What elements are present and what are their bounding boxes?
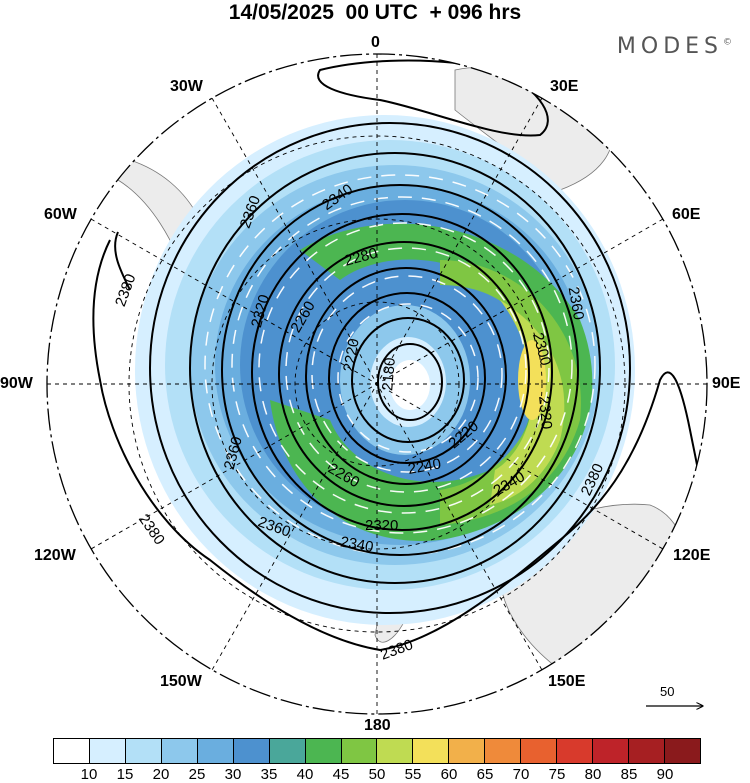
colorbar-tick-label: 50 bbox=[368, 766, 386, 783]
colorbar-cell bbox=[54, 739, 90, 763]
wind-vectors bbox=[204, 174, 596, 556]
colorbar-cell bbox=[557, 739, 594, 763]
contour-2340 bbox=[189, 152, 601, 584]
colorbar-tick-labels: 10 15 20 25 30 35 40 45 50 55 60 65 70 75 80 85 90 bbox=[53, 766, 701, 783]
colorbar-cell bbox=[89, 739, 126, 763]
colorbar-cell bbox=[125, 739, 162, 763]
map-title: 14/05/2025 00 UTC + 096 hrs bbox=[228, 1, 522, 24]
colorbar-cell bbox=[521, 739, 558, 763]
lon-label-0: 0 bbox=[371, 34, 380, 51]
colorbar-tick-label: 20 bbox=[152, 766, 170, 783]
colorbar-cell bbox=[269, 739, 306, 763]
contour-2220 bbox=[351, 317, 465, 443]
height-contours bbox=[92, 59, 706, 652]
brand-text: MODES bbox=[616, 34, 723, 59]
contour-2260 bbox=[305, 267, 507, 485]
colorbar-cell bbox=[197, 739, 234, 763]
contour-2280 bbox=[278, 241, 530, 507]
vector-reference-label: 50 bbox=[660, 684, 675, 699]
colorbar-tick-label: 75 bbox=[548, 766, 566, 783]
colorbar-cell bbox=[161, 739, 198, 763]
colorbar-tick-label: 70 bbox=[512, 766, 530, 783]
colorbar-tick-label: 30 bbox=[224, 766, 242, 783]
modes-logo: MODES© bbox=[617, 34, 732, 59]
contour-2300 bbox=[251, 213, 553, 531]
graticule bbox=[47, 54, 707, 714]
colorbar-tick-label: 45 bbox=[332, 766, 350, 783]
map-boundary bbox=[46, 53, 708, 715]
colorbar-tick-label: 15 bbox=[116, 766, 134, 783]
lon-label-30e: 30E bbox=[550, 78, 579, 95]
contour-label: 2320 bbox=[535, 395, 555, 430]
colorbar-cell bbox=[629, 739, 665, 763]
colorbar-cell bbox=[377, 739, 414, 763]
lon-label-120e: 120E bbox=[673, 547, 711, 564]
contour-2380 bbox=[92, 59, 706, 652]
colorbar-tick-label: 80 bbox=[584, 766, 602, 783]
lon-label-60e: 60E bbox=[672, 206, 701, 223]
lon-label-180: 180 bbox=[364, 717, 391, 734]
polar-map: 2380 2360 2340 2280 2320 2260 2300 2360 … bbox=[46, 53, 708, 715]
map-field: 2380 2360 2340 2280 2320 2260 2300 2360 … bbox=[47, 54, 707, 714]
contour-label: 2320 bbox=[365, 517, 398, 534]
lon-label-60w: 60W bbox=[44, 206, 77, 223]
colorbar-cell bbox=[485, 739, 522, 763]
colorbar-tick-label: 25 bbox=[188, 766, 206, 783]
colorbar-cell bbox=[305, 739, 342, 763]
contour-label: 2340 bbox=[339, 533, 375, 556]
lon-label-90w: 90W bbox=[0, 375, 33, 392]
lon-label-90e: 90E bbox=[712, 375, 741, 392]
contour-2320 bbox=[221, 184, 579, 556]
colorbar-cell bbox=[413, 739, 450, 763]
contour-label: 2380 bbox=[112, 272, 139, 309]
colorbar-tick-label: 60 bbox=[440, 766, 458, 783]
copyright-mark: © bbox=[723, 37, 732, 48]
colorbar-tick-label: 35 bbox=[260, 766, 278, 783]
contour-label: 2220 bbox=[340, 337, 363, 373]
lon-label-120w: 120W bbox=[34, 547, 76, 564]
lon-label-30w: 30W bbox=[170, 78, 203, 95]
colorbar-tick-label: 10 bbox=[80, 766, 98, 783]
contour-2360 bbox=[149, 122, 631, 614]
colorbar-cell bbox=[341, 739, 378, 763]
colorbar-tick-label: 65 bbox=[476, 766, 494, 783]
colorbar-cell bbox=[233, 739, 270, 763]
colorbar-cell bbox=[664, 739, 700, 763]
wind-speed-colorbar bbox=[53, 738, 701, 764]
colorbar-cell bbox=[449, 739, 486, 763]
colorbar-tick-label: 85 bbox=[620, 766, 638, 783]
colorbar-tick-label: 55 bbox=[404, 766, 422, 783]
contour-label: 2180 bbox=[379, 357, 399, 392]
colorbar-tick-label: 40 bbox=[296, 766, 314, 783]
colorbar-cell bbox=[593, 739, 629, 763]
lon-label-150w: 150W bbox=[160, 673, 202, 690]
lon-label-150e: 150E bbox=[548, 673, 586, 690]
contour-2240 bbox=[328, 292, 486, 464]
contour-2180 bbox=[377, 343, 443, 421]
colorbar-tick-label: 90 bbox=[656, 766, 674, 783]
contour-label: 2360 bbox=[565, 285, 588, 321]
